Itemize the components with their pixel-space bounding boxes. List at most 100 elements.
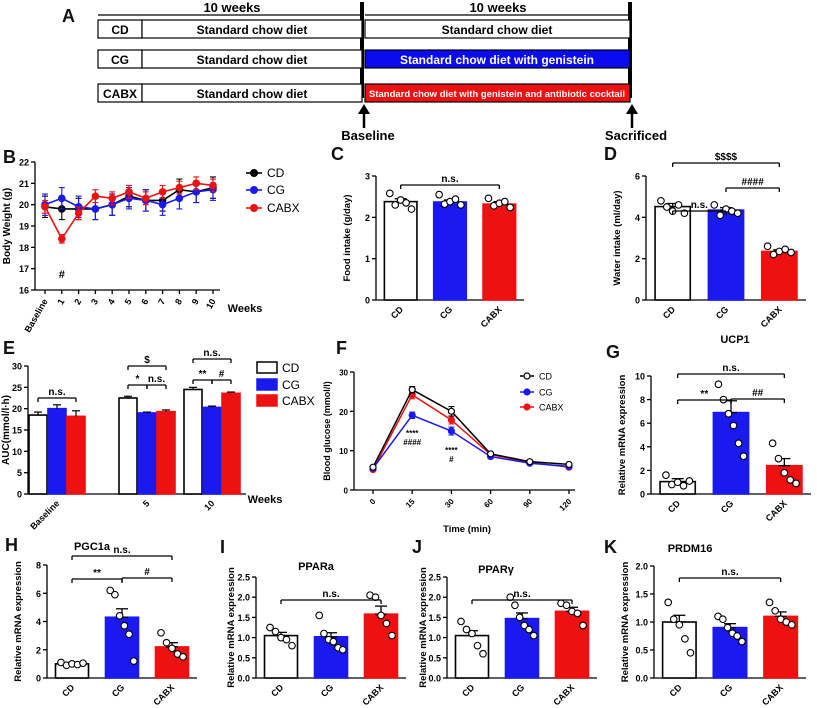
y-tick-label: 1.5 (428, 613, 441, 623)
y-tick-label: 22 (19, 158, 29, 168)
panel-label: H (5, 535, 18, 555)
x-axis-title: Time (min) (443, 524, 491, 535)
y-tick-label: 6 (36, 589, 41, 599)
y-tick-label: 1.0 (428, 633, 441, 643)
data-point-cg (716, 211, 724, 220)
data-point-cabx (179, 652, 187, 661)
sacrificed-label: Sacrificed (605, 128, 667, 143)
y-tick-label: 0.5 (635, 646, 648, 656)
diet1-box-cg (141, 49, 363, 69)
data-point-cabx (74, 209, 83, 217)
x-tick-label: 1 (55, 297, 66, 306)
bar-cd (383, 200, 418, 301)
chart-h-pgc1a: H PGC1a 0 2 4 6 8 Relative mRNA expression CD CG C… (5, 535, 197, 707)
data-point-cd (487, 450, 495, 458)
y-tick-label: 25 (12, 383, 22, 393)
group-row-cabx: CABX Standard chow diet Standard chow di… (97, 83, 631, 103)
data-point-cabx (484, 194, 493, 203)
bar-cg (202, 406, 222, 495)
x-tick-label: Baseline (28, 498, 61, 531)
chart-title: PPARγ (478, 564, 515, 576)
y-tick-label: 0 (640, 490, 645, 500)
data-point-cabx (41, 203, 49, 211)
y-axis-title: Relative mRNA expression (13, 561, 24, 682)
data-point-cabx (377, 611, 385, 620)
y-axis-title: Relative mRNA expression (620, 562, 631, 683)
data-point-cabx (792, 479, 800, 488)
data-point-cabx (209, 181, 217, 190)
y-tick-label: 2.5 (428, 573, 441, 583)
legend-label: CABX (539, 403, 564, 413)
x-tick-label: CD (60, 682, 77, 699)
data-point-cg (120, 621, 129, 630)
significance-label: ** (700, 389, 708, 400)
x-tick-label: Baseline (23, 297, 50, 334)
series-line-cg (372, 414, 570, 469)
y-tick-label: 3 (365, 172, 370, 182)
x-tick-label: CG (719, 498, 736, 515)
data-point-cg (733, 209, 742, 218)
y-tick-label: 8 (640, 395, 645, 405)
y-tick-label: 10 (339, 447, 348, 456)
y-tick-label: 2.0 (635, 562, 648, 572)
data-point-cabx (506, 203, 515, 212)
x-tick-label: CD (667, 682, 684, 699)
panel-label: E (3, 338, 15, 358)
x-tick-label: CD (269, 682, 286, 699)
data-point-cabx (125, 188, 133, 196)
significance-label: n.s. (721, 567, 738, 578)
x-tick-label: 30 (443, 497, 456, 510)
chart-b-body-weight: B 16 17 18 19 20 21 22 Body Weight (g) Baseline 1 2… (2, 147, 300, 334)
significance-label: n.s. (113, 545, 130, 556)
data-point-cd (408, 386, 416, 394)
data-point-cg (729, 421, 738, 430)
diet1-label-cabx: Standard chow diet (197, 87, 308, 101)
legend-label: CG (539, 388, 553, 398)
chart-title: PRDM16 (668, 543, 713, 555)
legend-marker-cg (523, 388, 531, 396)
group-name-cabx: CABX (103, 87, 137, 101)
chart-d-water-intake: D 0 2 4 6 Water intake (ml/day) CD CG CABX n.s. ##… (604, 144, 806, 329)
data-point-cg (315, 611, 324, 620)
bar-cabx (156, 410, 176, 495)
bar-cd (183, 388, 203, 495)
data-point-cd (662, 203, 671, 211)
significance-label: n.s. (441, 174, 458, 185)
data-point-cg (158, 200, 167, 209)
group-row-cg: CG Standard chow diet Standard chow diet… (97, 49, 631, 69)
y-tick-label: 5 (17, 468, 22, 478)
x-tick-label: 2 (72, 297, 83, 306)
panel-label: B (3, 147, 16, 167)
legend-marker-cg (250, 186, 258, 194)
data-point-cd (407, 205, 416, 213)
legend-label: CG (282, 378, 300, 392)
significance-label: * (136, 374, 140, 385)
data-point-cabx (771, 606, 779, 615)
x-axis-title: Weeks (228, 303, 263, 315)
data-point-cd (673, 478, 682, 487)
data-point-cabx (58, 235, 66, 243)
data-point-cd (662, 471, 670, 479)
legend-marker-cabx (523, 403, 531, 411)
data-point-cabx (158, 188, 167, 196)
data-point-cg (435, 190, 443, 199)
y-tick-label: 1.5 (237, 613, 250, 623)
y-axis-title: Food intake (g/day) (342, 194, 353, 281)
x-tick-label: 90 (522, 497, 535, 510)
period-2-label: 10 weeks (469, 0, 526, 15)
data-point-cd (669, 615, 678, 624)
y-tick-label: 0 (17, 490, 22, 500)
legend-label: CG (267, 183, 285, 197)
panel-label: J (412, 537, 422, 557)
y-tick-label: 0 (36, 674, 41, 684)
data-point-cd (675, 620, 684, 629)
y-axis-title: AUC(mmol/l·h) (1, 395, 12, 465)
data-point-cabx (573, 609, 582, 618)
y-tick-label: 17 (19, 264, 29, 274)
data-point-cabx (142, 194, 150, 203)
data-point-cd (271, 627, 280, 636)
x-tick-label: CD (661, 304, 678, 321)
significance-label: n.s. (322, 589, 339, 600)
y-axis-title: Blood glucose (mmol/l) (322, 381, 332, 481)
